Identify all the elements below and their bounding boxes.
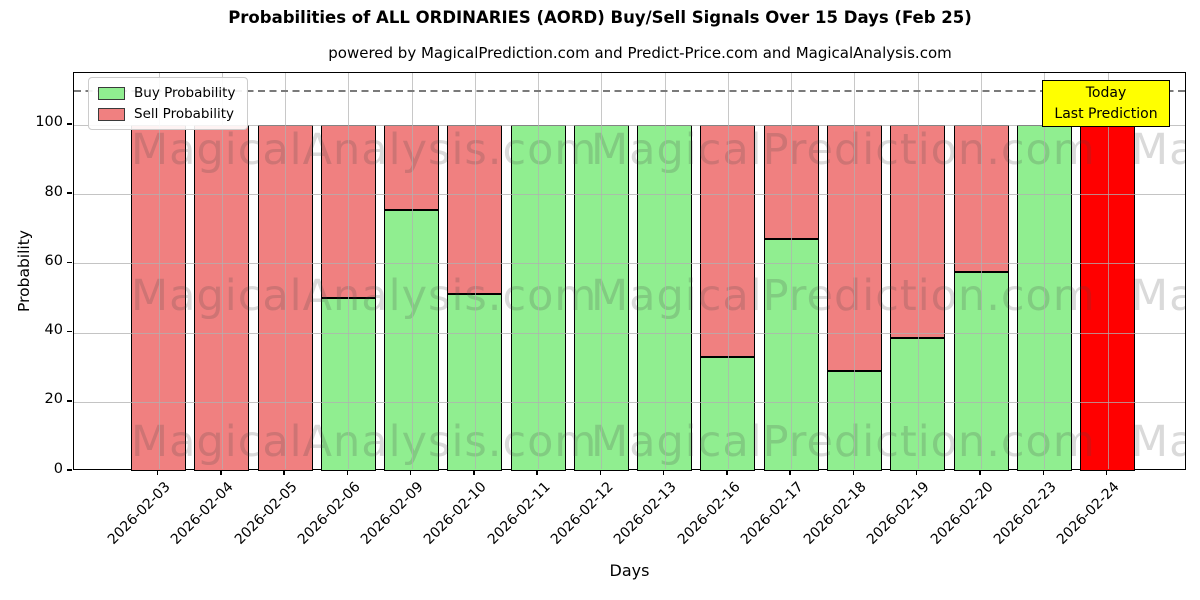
x-tick-label: 2026-02-06 bbox=[294, 479, 364, 548]
x-tick-label: 2026-02-03 bbox=[104, 479, 174, 548]
legend-label-buy: Buy Probability bbox=[134, 85, 236, 101]
buy-probability-swatch bbox=[98, 86, 125, 100]
v-gridline bbox=[791, 73, 793, 469]
x-tick-label: 2026-02-19 bbox=[864, 479, 934, 548]
watermark-text: MagicalAnalysis.com bbox=[1131, 417, 1185, 467]
y-tick-mark bbox=[67, 330, 72, 333]
legend-entry-buy: Buy Probability bbox=[98, 85, 235, 101]
h-gridline-80 bbox=[74, 194, 1185, 196]
v-gridline bbox=[411, 73, 413, 469]
x-tick-label: 2026-02-04 bbox=[168, 479, 238, 548]
x-tick-mark bbox=[979, 470, 981, 475]
x-tick-mark bbox=[473, 470, 475, 475]
x-tick-mark bbox=[789, 470, 791, 475]
x-tick-mark bbox=[915, 470, 918, 475]
x-tick-label: 2026-02-24 bbox=[1054, 479, 1123, 548]
y-tick-label: 20 bbox=[44, 391, 63, 408]
y-tick-mark bbox=[67, 469, 72, 471]
dashed-reference-line bbox=[74, 90, 1185, 92]
x-tick-label: 2026-02-12 bbox=[547, 479, 617, 548]
x-tick-label: 2026-02-16 bbox=[674, 479, 744, 548]
h-gridline-20 bbox=[74, 401, 1185, 403]
x-tick-mark bbox=[852, 470, 855, 475]
x-tick-mark bbox=[346, 470, 349, 475]
watermark-text: MagicalAnalysis.com bbox=[1131, 271, 1185, 321]
v-gridline bbox=[601, 73, 603, 469]
x-tick-label: 2026-02-13 bbox=[611, 479, 680, 548]
sell-probability-swatch bbox=[98, 107, 125, 121]
x-tick-label: 2026-02-11 bbox=[484, 479, 554, 548]
x-tick-mark bbox=[1105, 470, 1108, 475]
h-gridline-60 bbox=[74, 263, 1185, 265]
h-gridline-100 bbox=[74, 124, 1185, 126]
v-gridline bbox=[221, 73, 223, 469]
y-tick-label: 100 bbox=[35, 114, 63, 131]
legend: Buy Probability Sell Probability bbox=[88, 77, 249, 130]
v-gridline bbox=[538, 73, 540, 469]
x-axis-label: Days bbox=[609, 561, 650, 580]
x-tick-mark bbox=[536, 470, 538, 475]
x-tick-label: 2026-02-05 bbox=[231, 479, 301, 548]
v-gridline bbox=[474, 73, 476, 469]
legend-label-sell: Sell Probability bbox=[134, 106, 235, 122]
x-tick-mark bbox=[283, 470, 285, 475]
v-gridline bbox=[348, 73, 350, 469]
x-tick-mark bbox=[1042, 470, 1045, 475]
v-gridline bbox=[727, 73, 729, 469]
plot-area: MagicalAnalysis.com MagicalPrediction.com… bbox=[73, 72, 1186, 471]
v-gridline bbox=[1044, 73, 1046, 469]
y-tick-label: 40 bbox=[44, 322, 63, 339]
chart-subtitle: powered by MagicalPrediction.com and Pre… bbox=[328, 44, 952, 62]
x-tick-mark bbox=[156, 470, 159, 475]
y-tick-mark bbox=[67, 261, 72, 264]
x-tick-label: 2026-02-18 bbox=[800, 479, 870, 548]
y-tick-mark bbox=[67, 400, 72, 402]
v-gridline bbox=[158, 73, 160, 469]
y-tick-label: 60 bbox=[44, 252, 63, 269]
today-annotation-line1: Today bbox=[1085, 84, 1127, 101]
x-tick-mark bbox=[599, 470, 602, 475]
x-tick-label: 2026-02-09 bbox=[358, 479, 427, 548]
x-tick-label: 2026-02-17 bbox=[737, 479, 807, 548]
v-gridline bbox=[854, 73, 856, 469]
v-gridline bbox=[981, 73, 982, 469]
v-gridline bbox=[664, 73, 666, 469]
x-tick-mark bbox=[726, 470, 728, 475]
x-tick-label: 2026-02-10 bbox=[421, 479, 491, 548]
legend-entry-sell: Sell Probability bbox=[98, 106, 235, 122]
v-gridline bbox=[917, 73, 919, 469]
today-annotation: Today Last Prediction bbox=[1042, 80, 1170, 127]
x-tick-mark bbox=[662, 470, 665, 475]
x-tick-label: 2026-02-20 bbox=[927, 479, 997, 548]
v-gridline bbox=[285, 73, 287, 469]
h-gridline-40 bbox=[74, 332, 1185, 334]
y-tick-label: 0 bbox=[53, 460, 63, 477]
v-gridline bbox=[1107, 73, 1109, 469]
y-axis-label: Probability bbox=[15, 230, 33, 312]
x-tick-label: 2026-02-23 bbox=[990, 479, 1060, 548]
y-tick-mark bbox=[67, 192, 72, 194]
today-annotation-line2: Last Prediction bbox=[1054, 105, 1158, 122]
watermark-text: MagicalAnalysis.com bbox=[1131, 125, 1185, 175]
y-tick-label: 80 bbox=[44, 183, 63, 200]
x-tick-mark bbox=[220, 470, 222, 475]
y-tick-mark bbox=[67, 123, 72, 125]
chart-title: Probabilities of ALL ORDINARIES (AORD) B… bbox=[228, 8, 972, 27]
x-tick-mark bbox=[409, 470, 412, 475]
